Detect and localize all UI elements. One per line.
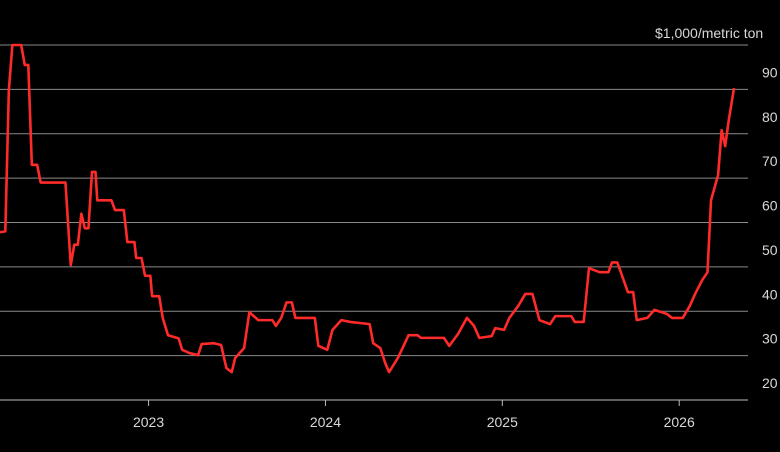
y-tick-label: 70 [762,153,778,169]
y-tick-label: 20 [762,375,778,391]
y-tick-label: 40 [762,286,778,302]
y-tick-label: 60 [762,198,778,214]
x-tick-label: 2023 [133,414,164,430]
x-tick-label: 2026 [664,414,695,430]
price-line [0,43,736,374]
y-tick-label: 30 [762,331,778,347]
x-tick-label: 2024 [310,414,341,430]
y-axis-label: $1,000/metric ton [655,25,763,41]
y-tick-label: 50 [762,242,778,258]
y-tick-label: 80 [762,109,778,125]
x-tick-label: 2025 [487,414,518,430]
y-tick-label: 90 [762,64,778,80]
